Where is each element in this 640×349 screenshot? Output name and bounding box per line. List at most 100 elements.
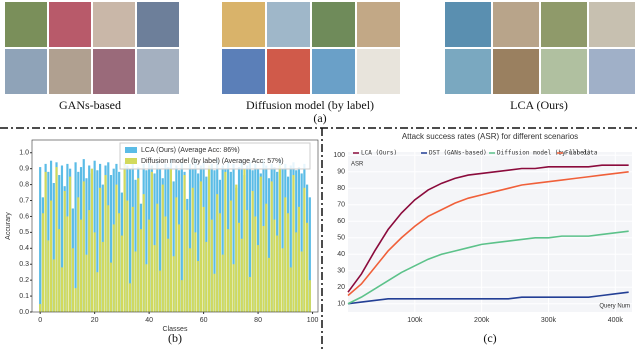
x-tick-label: 60 xyxy=(200,317,208,324)
bar xyxy=(216,194,219,312)
image-panels xyxy=(5,2,635,94)
bar xyxy=(107,205,110,312)
x-tick-label: 100 xyxy=(307,317,319,324)
y-tick-label: 0.9 xyxy=(19,166,29,173)
bar xyxy=(167,238,170,312)
bar xyxy=(213,170,216,312)
bar xyxy=(297,206,301,312)
bar xyxy=(237,222,241,312)
image-tile xyxy=(137,49,179,94)
bar xyxy=(39,304,42,312)
line xyxy=(347,171,629,297)
bar xyxy=(63,190,66,312)
bar xyxy=(74,288,77,312)
bar xyxy=(49,200,53,312)
image-tile xyxy=(589,2,635,47)
line xyxy=(347,230,629,305)
bar xyxy=(265,203,268,312)
bar xyxy=(273,219,276,312)
image-tile xyxy=(93,49,135,94)
bar xyxy=(276,235,279,312)
bar xyxy=(262,226,265,312)
bar xyxy=(246,210,249,312)
x-tick-label: 200k xyxy=(474,317,490,324)
bar xyxy=(188,163,192,312)
bar xyxy=(221,165,224,312)
x-axis-label: Classes xyxy=(163,326,188,333)
bar xyxy=(292,175,295,312)
y-tick-label: 0.5 xyxy=(19,229,29,236)
y-tick-label: 90 xyxy=(337,169,345,176)
bar xyxy=(227,229,230,312)
bar xyxy=(180,162,183,312)
bar xyxy=(137,178,140,312)
bar xyxy=(186,210,189,312)
plot-area xyxy=(348,152,632,312)
bar xyxy=(39,167,42,312)
bar xyxy=(210,219,213,312)
legend-label: DST (GANs-based) xyxy=(429,150,487,157)
bar xyxy=(60,267,64,312)
bar xyxy=(58,229,61,312)
bar xyxy=(172,256,175,312)
bar xyxy=(281,168,284,312)
image-tile xyxy=(445,2,491,47)
legend-label: Full data xyxy=(565,150,598,157)
image-tile xyxy=(49,49,91,94)
y-tick-label: 0.6 xyxy=(19,213,29,220)
bar xyxy=(240,160,243,312)
bar xyxy=(289,165,292,312)
y-tick-label: 80 xyxy=(337,185,345,192)
bar xyxy=(60,165,64,312)
image-tile xyxy=(5,49,47,94)
y-tick-label: 100 xyxy=(333,152,345,159)
bar xyxy=(118,213,121,312)
image-tile xyxy=(312,2,355,47)
bar xyxy=(172,181,175,312)
bar xyxy=(254,216,257,312)
bar xyxy=(77,197,80,312)
bar xyxy=(169,168,173,312)
image-tile xyxy=(357,49,400,94)
legend-label: Diffusion model (by label) (Average Acc:… xyxy=(141,158,284,165)
image-tile xyxy=(267,2,310,47)
x-axis-label: Query Num xyxy=(599,304,630,310)
image-tile xyxy=(312,49,355,94)
bar xyxy=(175,197,178,312)
bar xyxy=(71,248,74,312)
bar xyxy=(96,272,99,312)
y-tick-label: 0.7 xyxy=(19,197,29,204)
legend-swatch xyxy=(125,147,137,153)
bar xyxy=(289,267,292,312)
bar xyxy=(85,254,88,312)
bar xyxy=(120,235,123,312)
image-tile xyxy=(5,2,47,47)
x-tick-label: 40 xyxy=(145,317,153,324)
bar xyxy=(207,165,211,312)
y-tick-label: 0.8 xyxy=(19,181,29,188)
bar xyxy=(248,276,251,312)
bar xyxy=(44,171,47,312)
bar xyxy=(115,184,118,312)
image-tile xyxy=(137,2,179,47)
bar xyxy=(267,257,271,312)
bar xyxy=(248,162,251,312)
bar xyxy=(308,280,311,312)
bar xyxy=(96,170,99,312)
image-tile xyxy=(357,2,400,47)
panel-label: (a) xyxy=(313,111,326,125)
x-tick-label: 20 xyxy=(91,317,99,324)
x-tick-label: 0 xyxy=(38,317,42,324)
bar xyxy=(131,206,134,312)
bar xyxy=(229,200,232,312)
bar xyxy=(145,170,148,312)
bar xyxy=(153,245,156,312)
bar xyxy=(145,264,148,312)
bar xyxy=(256,168,260,312)
bar xyxy=(52,259,55,312)
legend-swatch xyxy=(125,158,137,164)
bar xyxy=(240,238,243,312)
bar xyxy=(188,248,192,312)
bar xyxy=(66,216,69,312)
plot-frame xyxy=(31,139,319,313)
